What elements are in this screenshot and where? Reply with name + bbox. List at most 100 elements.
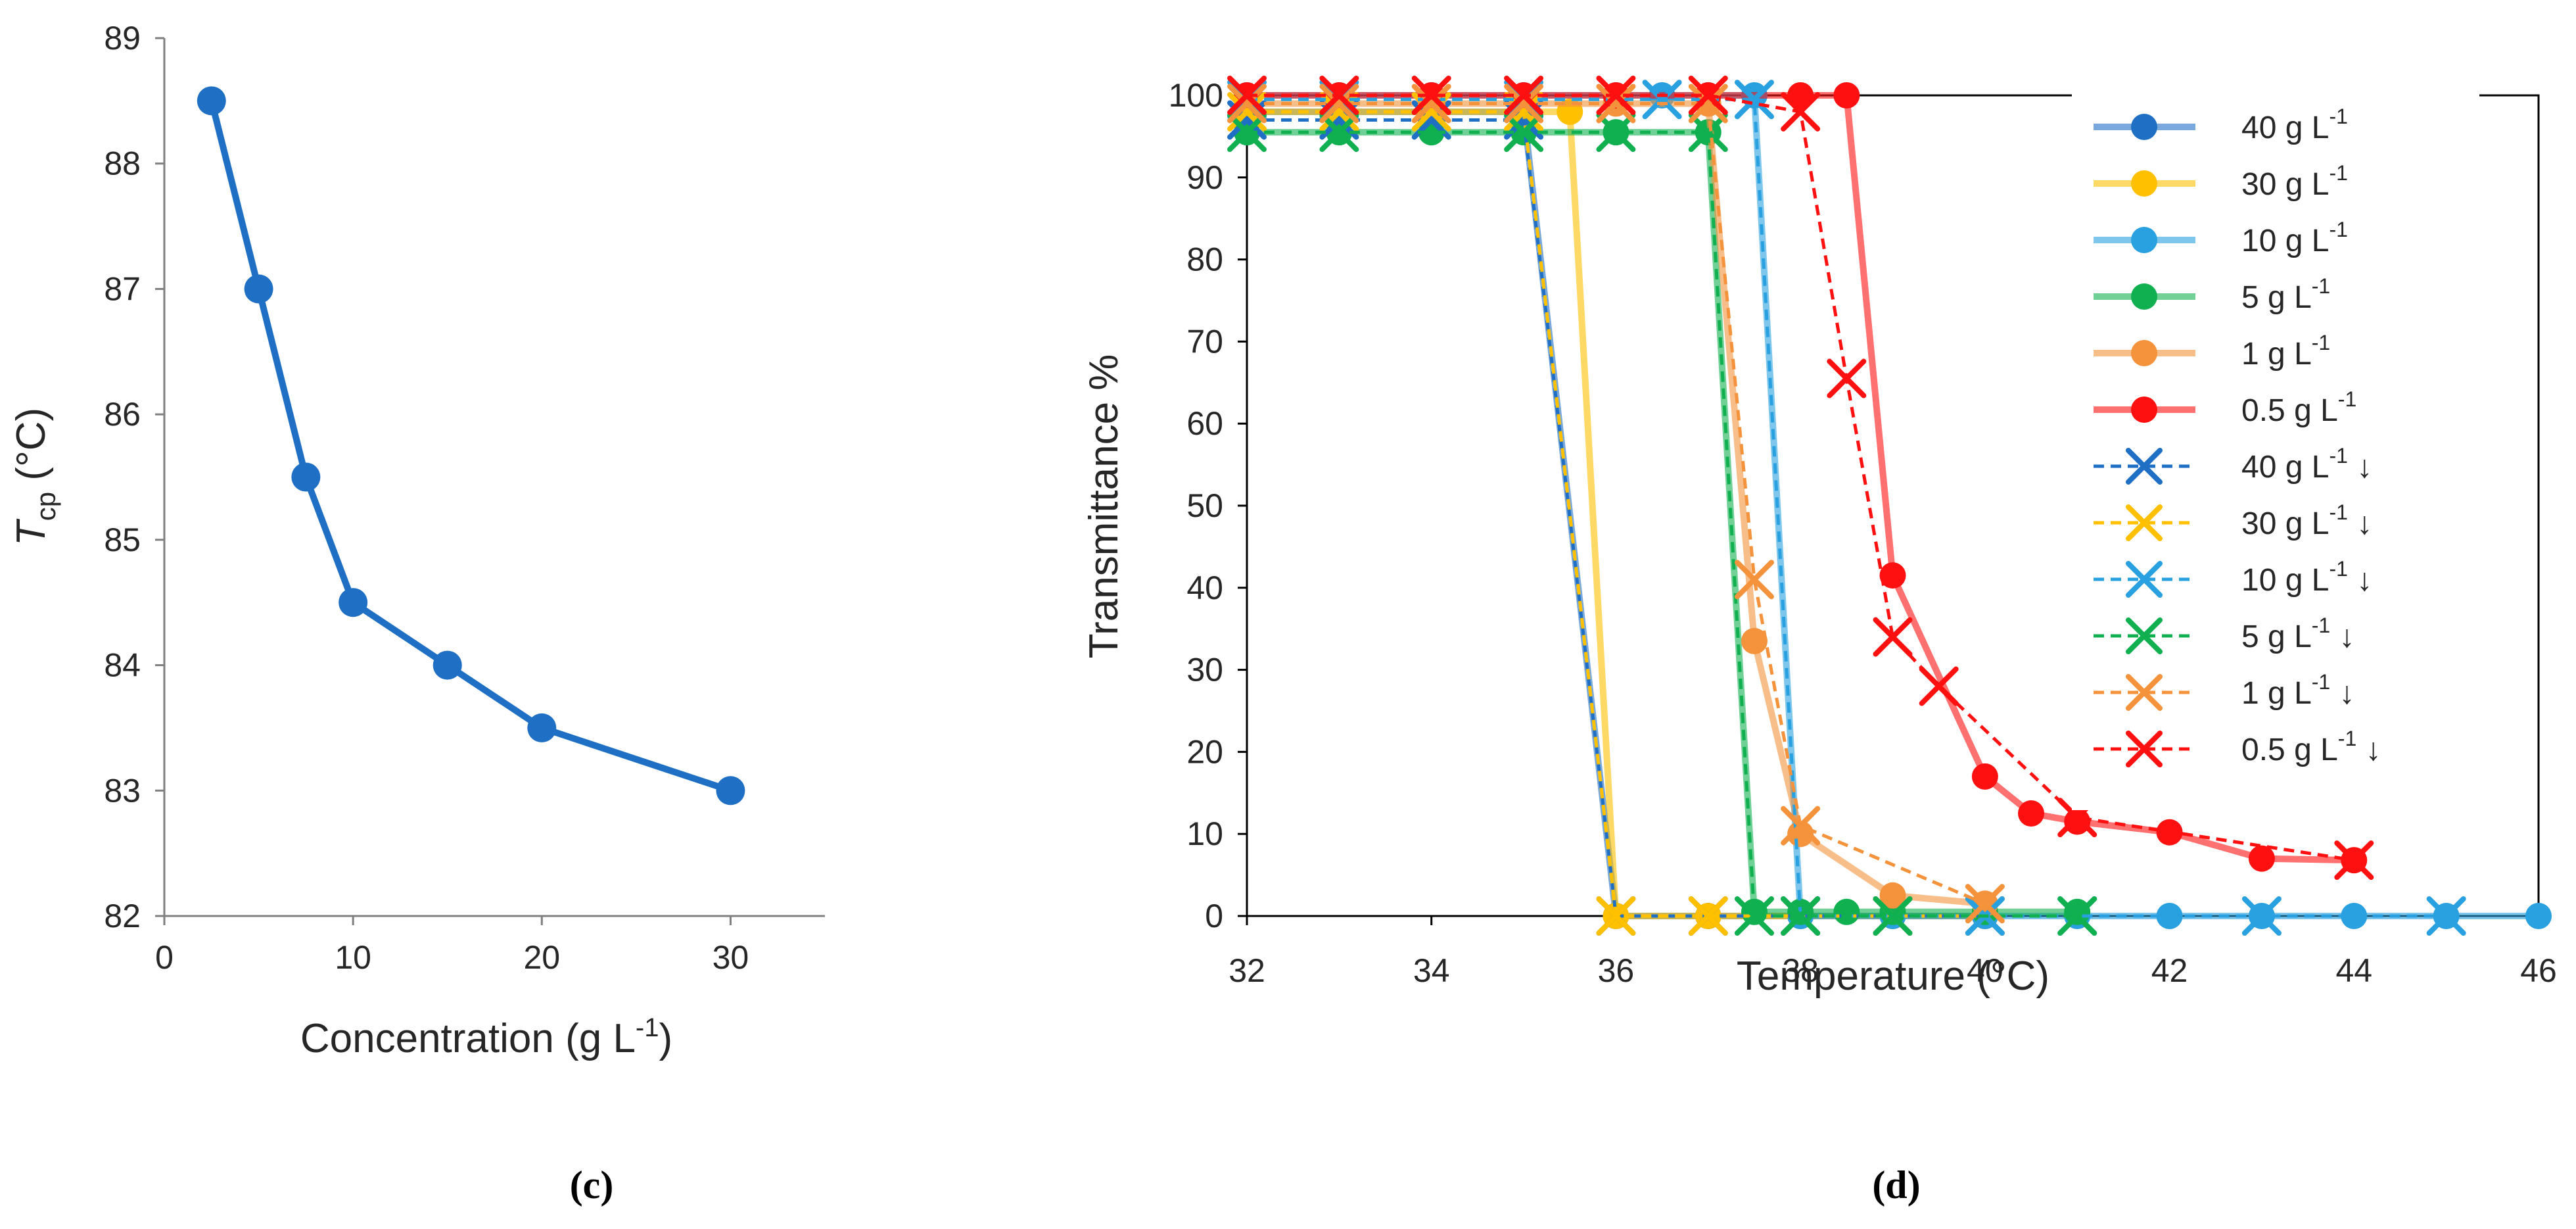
d-legend-label: 40 g L-1 xyxy=(2241,105,2348,145)
d-legend-label: 10 g L-1 ↓ xyxy=(2241,557,2372,598)
d-data-point xyxy=(2334,840,2374,880)
d-legend-marker xyxy=(2131,114,2157,140)
d-legend-marker xyxy=(2131,227,2157,253)
d-legend-marker xyxy=(2131,340,2157,366)
d-data-point xyxy=(1833,898,1860,925)
d-data-point xyxy=(1741,898,1768,925)
d-data-point xyxy=(1879,562,1906,589)
d-y-tick-label: 90 xyxy=(1186,159,1223,196)
d-legend-marker xyxy=(2126,448,2163,485)
d-data-point xyxy=(1688,112,1728,153)
d-data-point xyxy=(1688,84,1728,124)
c-data-point xyxy=(291,462,321,492)
d-legend-marker xyxy=(2126,504,2163,541)
d-series-line xyxy=(1247,100,1986,907)
d-data-point xyxy=(1734,560,1774,600)
d-data-point xyxy=(2525,903,2552,929)
d-data-point xyxy=(1504,112,1544,153)
d-y-axis-label: Transmittance % xyxy=(1081,354,1127,659)
d-x-tick-label: 44 xyxy=(2335,952,2372,989)
d-legend: 40 g L-1 30 g L-1 10 g L-1 5 g L-1 1 g L-1 0.… xyxy=(2072,93,2479,810)
d-data-point xyxy=(1734,896,1774,936)
d-data-point xyxy=(1227,112,1267,153)
d-data-point xyxy=(1827,358,1867,398)
c-series-line xyxy=(208,100,732,794)
c-y-tick-label: 86 xyxy=(104,396,141,433)
d-data-point xyxy=(2018,800,2045,827)
d-series-line xyxy=(1247,108,1985,919)
d-legend-label: 10 g L-1 xyxy=(2241,218,2348,258)
d-data-point xyxy=(1734,80,1774,120)
d-data-point xyxy=(2248,845,2275,872)
d-legend-marker xyxy=(2126,617,2163,654)
d-series-line xyxy=(1247,101,1986,905)
d-legend-marker xyxy=(2131,170,2157,197)
d-data-point xyxy=(1596,896,1636,936)
d-series-line xyxy=(1247,118,1985,918)
c-y-axis-label: Tcp (°C) xyxy=(9,408,61,546)
d-y-tick-label: 100 xyxy=(1169,77,1223,114)
d-series xyxy=(1234,98,1998,929)
d-legend-label: 40 g L-1 ↓ xyxy=(2241,444,2372,485)
d-series-line xyxy=(1247,93,2354,862)
d-data-point xyxy=(1879,882,1906,909)
d-data-point xyxy=(1504,84,1544,124)
c-data-point xyxy=(433,650,462,680)
d-legend-label: 1 g L-1 ↓ xyxy=(2241,670,2355,711)
d-series xyxy=(1227,84,2005,924)
d-data-point xyxy=(1319,112,1359,153)
c-data-point xyxy=(197,86,226,116)
d-data-point xyxy=(1504,76,1544,115)
d-data-point xyxy=(1227,84,1267,124)
d-series-line xyxy=(1247,97,2447,918)
d-series xyxy=(1227,112,2097,936)
d-y-tick-label: 0 xyxy=(1205,898,1223,934)
c-y-tick-label: 89 xyxy=(104,20,141,57)
d-x-tick-label: 32 xyxy=(1229,952,1265,989)
d-data-point xyxy=(1781,806,1821,846)
d-y-tick-label: 60 xyxy=(1186,405,1223,442)
d-series-line xyxy=(1247,108,1985,919)
d-x-tick-label: 42 xyxy=(2151,952,2188,989)
d-legend-label: 5 g L-1 ↓ xyxy=(2241,614,2355,654)
d-data-point xyxy=(1965,884,2005,924)
d-y-tick-label: 20 xyxy=(1186,733,1223,770)
panel-c-caption: (c) xyxy=(570,1163,614,1207)
d-data-point xyxy=(1227,80,1267,120)
d-y-tick-label: 30 xyxy=(1186,652,1223,688)
d-series-line xyxy=(1247,129,2078,915)
c-data-point xyxy=(527,713,557,742)
c-x-tick-label: 0 xyxy=(155,939,174,976)
c-y-tick-label: 88 xyxy=(104,145,141,182)
c-x-axis-label: Concentration (g L-1) xyxy=(300,1013,672,1061)
panel-d-chart: 32 34 36 38 40 42 44 46 0 10 20 30 40 50 60 70 80 90 100 Te… xyxy=(1081,76,2557,1207)
c-data-point xyxy=(244,274,273,304)
d-x-tick-label: 36 xyxy=(1598,952,1635,989)
d-data-point xyxy=(1833,82,1860,108)
d-data-point xyxy=(1642,80,1682,120)
d-data-point xyxy=(1596,76,1636,115)
d-series xyxy=(1234,119,2091,925)
d-data-point xyxy=(1319,76,1359,115)
d-x-tick-label: 34 xyxy=(1413,952,1450,989)
d-data-point xyxy=(1319,80,1359,120)
d-data-point xyxy=(1688,896,1728,936)
d-series xyxy=(1234,98,1998,929)
d-legend-marker xyxy=(2126,731,2163,767)
d-y-tick-label: 50 xyxy=(1186,487,1223,524)
d-legend-label: 30 g L-1 ↓ xyxy=(2241,500,2372,541)
d-data-point xyxy=(1781,91,1821,132)
d-legend-label: 0.5 g L-1 xyxy=(2241,387,2356,428)
d-data-point xyxy=(1781,896,1821,936)
panel-c-chart: 0 10 20 30 82 83 84 85 86 87 88 89 Concentration (g … xyxy=(9,20,825,1207)
d-x-tick-label: 46 xyxy=(2520,952,2557,989)
d-legend-label: 0.5 g L-1 ↓ xyxy=(2241,727,2381,767)
d-data-point xyxy=(1319,84,1359,124)
d-data-point xyxy=(1741,627,1768,654)
c-y-tick-label: 82 xyxy=(104,898,141,934)
c-x-tick-label: 20 xyxy=(523,939,560,976)
d-legend-marker xyxy=(2126,561,2163,598)
d-data-point xyxy=(1873,617,1913,657)
d-data-point xyxy=(1971,763,1998,790)
